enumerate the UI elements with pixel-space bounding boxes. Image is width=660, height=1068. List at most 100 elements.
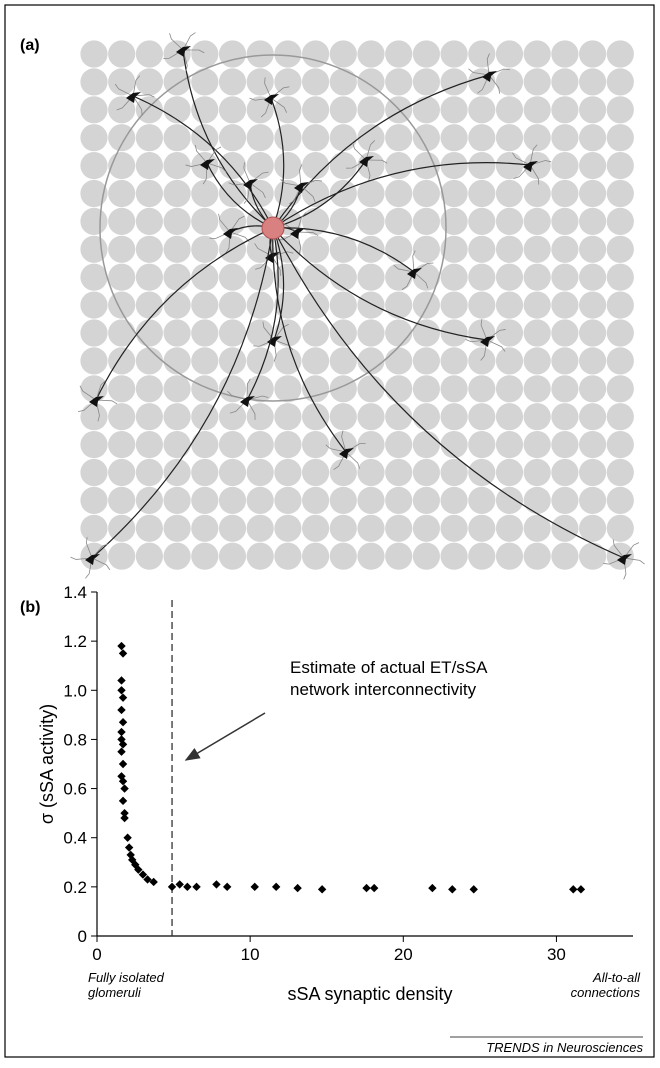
- glomerulus: [329, 179, 357, 208]
- glomerulus: [468, 207, 496, 235]
- axon: [132, 95, 274, 229]
- glomerulus: [606, 319, 634, 347]
- soma: [267, 336, 282, 347]
- glomerulus: [191, 375, 219, 403]
- glomerulus: [523, 486, 551, 514]
- glomerulus: [302, 486, 330, 514]
- glomerulus: [163, 375, 191, 403]
- glomerulus: [108, 403, 136, 431]
- glomerulus: [523, 207, 551, 235]
- glomerulus: [495, 431, 524, 459]
- glomerulus: [135, 68, 163, 96]
- dendrite: [296, 212, 307, 233]
- glomerulus: [551, 319, 579, 347]
- glomerulus: [412, 514, 440, 542]
- glomerulus: [80, 347, 108, 375]
- glomerulus: [191, 514, 219, 542]
- glomerulus: [135, 403, 163, 431]
- glomerulus: [357, 319, 385, 347]
- glomerulus: [329, 235, 357, 263]
- y-tick-label: 1.4: [63, 583, 87, 602]
- glomerulus: [135, 375, 163, 403]
- point: [369, 883, 379, 893]
- dendrite: [132, 75, 141, 97]
- glomerulus: [191, 542, 219, 570]
- dendrite: [412, 250, 416, 273]
- glomerulus: [606, 403, 634, 431]
- glomerulus: [357, 375, 385, 403]
- glomerulus: [412, 347, 440, 375]
- point: [222, 882, 232, 892]
- glomerulus: [523, 542, 551, 570]
- glomerulus: [274, 431, 302, 459]
- point: [117, 676, 126, 685]
- dendrite: [299, 164, 303, 187]
- glomerulus: [357, 291, 385, 319]
- right-note: connections: [571, 985, 641, 1000]
- glomerulus: [579, 68, 607, 96]
- glomerulus: [302, 207, 330, 235]
- soma: [265, 252, 280, 263]
- point: [118, 693, 128, 702]
- glomerulus: [412, 431, 440, 459]
- glomerulus: [191, 124, 219, 152]
- point: [143, 875, 152, 884]
- glomerulus: [606, 431, 634, 459]
- glomerulus: [551, 291, 579, 319]
- y-tick-label: 1.2: [63, 632, 87, 651]
- glomerulus: [108, 486, 136, 514]
- dendrite: [365, 159, 388, 164]
- point: [118, 649, 128, 658]
- soma: [407, 268, 422, 279]
- glomerulus: [218, 347, 247, 375]
- dendrite: [512, 152, 531, 166]
- glomerulus: [80, 124, 108, 152]
- glomerulus: [329, 319, 357, 347]
- glomerulus: [274, 40, 302, 68]
- dendrite: [206, 146, 222, 164]
- glomerulus: [551, 179, 579, 208]
- dendrite: [85, 537, 93, 559]
- glomerulus: [468, 179, 496, 208]
- glomerulus: [218, 486, 247, 514]
- glomerulus: [329, 124, 357, 152]
- glomerulus: [579, 152, 607, 180]
- dendrite: [365, 140, 376, 161]
- glomerulus: [440, 514, 468, 542]
- glomerulus: [274, 124, 302, 152]
- glomerulus: [523, 152, 551, 180]
- glomerulus: [579, 319, 607, 347]
- glomerulus: [246, 124, 274, 152]
- glomerulus: [218, 514, 247, 542]
- glomerulus: [218, 431, 247, 459]
- axon: [91, 227, 274, 559]
- glomerulus: [579, 96, 607, 124]
- glomerulus: [385, 124, 413, 152]
- glomerulus: [579, 40, 607, 68]
- glomerulus: [357, 514, 385, 542]
- glomerulus: [523, 375, 551, 403]
- dendrite: [352, 142, 367, 161]
- glomerulus: [385, 68, 413, 96]
- glomerulus: [385, 514, 413, 542]
- glomerulus: [191, 347, 219, 375]
- glomerulus: [579, 207, 607, 235]
- y-tick-label: 0: [78, 927, 87, 946]
- glomerulus: [302, 124, 330, 152]
- annotation-arrow: [184, 712, 266, 761]
- glomerulus: [412, 542, 440, 570]
- glomerulus: [329, 68, 357, 96]
- glomerulus: [357, 542, 385, 570]
- dendrite: [486, 339, 506, 352]
- glomerulus: [551, 403, 579, 431]
- glomerulus: [440, 458, 468, 487]
- point: [250, 882, 259, 892]
- glomerulus: [108, 179, 136, 208]
- glomerulus: [495, 263, 524, 291]
- glomerulus: [274, 96, 302, 124]
- glomerulus: [108, 542, 136, 570]
- glomerulus: [108, 431, 136, 459]
- range-circle: [99, 54, 447, 402]
- glomerulus: [551, 68, 579, 96]
- axon: [270, 97, 285, 229]
